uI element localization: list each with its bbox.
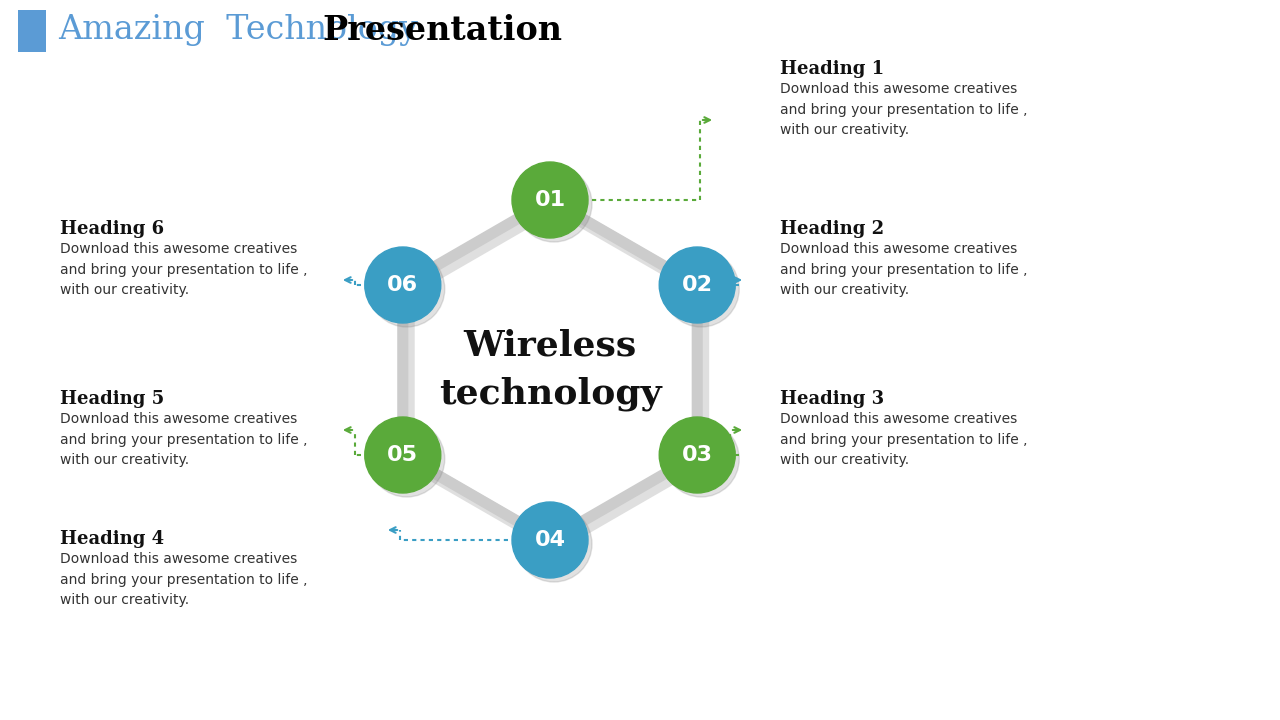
FancyBboxPatch shape bbox=[18, 10, 46, 52]
Text: 03: 03 bbox=[682, 445, 713, 465]
Circle shape bbox=[369, 421, 444, 497]
Text: Heading 3: Heading 3 bbox=[780, 390, 884, 408]
Circle shape bbox=[516, 166, 591, 242]
Text: Download this awesome creatives
and bring your presentation to life ,
with our c: Download this awesome creatives and brin… bbox=[780, 242, 1028, 297]
Text: Download this awesome creatives
and bring your presentation to life ,
with our c: Download this awesome creatives and brin… bbox=[60, 412, 307, 467]
Text: Download this awesome creatives
and bring your presentation to life ,
with our c: Download this awesome creatives and brin… bbox=[60, 552, 307, 607]
Text: Amazing  Technology: Amazing Technology bbox=[58, 14, 429, 46]
Text: Heading 2: Heading 2 bbox=[780, 220, 884, 238]
Text: 06: 06 bbox=[388, 275, 419, 295]
Circle shape bbox=[516, 506, 591, 582]
Circle shape bbox=[512, 162, 588, 238]
Text: Heading 6: Heading 6 bbox=[60, 220, 164, 238]
Circle shape bbox=[512, 502, 588, 578]
Text: 02: 02 bbox=[682, 275, 713, 295]
Text: Download this awesome creatives
and bring your presentation to life ,
with our c: Download this awesome creatives and brin… bbox=[60, 242, 307, 297]
Circle shape bbox=[369, 251, 444, 327]
Text: Presentation: Presentation bbox=[323, 14, 562, 47]
Text: Heading 5: Heading 5 bbox=[60, 390, 164, 408]
Text: 01: 01 bbox=[535, 190, 566, 210]
Circle shape bbox=[663, 421, 740, 497]
Circle shape bbox=[663, 251, 740, 327]
Circle shape bbox=[659, 417, 735, 493]
Circle shape bbox=[659, 247, 735, 323]
Text: Wireless
technology: Wireless technology bbox=[439, 329, 662, 411]
Text: Download this awesome creatives
and bring your presentation to life ,
with our c: Download this awesome creatives and brin… bbox=[780, 82, 1028, 138]
Circle shape bbox=[365, 247, 440, 323]
Circle shape bbox=[365, 417, 440, 493]
Text: Heading 1: Heading 1 bbox=[780, 60, 884, 78]
Text: 04: 04 bbox=[535, 530, 566, 550]
Text: 05: 05 bbox=[388, 445, 419, 465]
Text: Heading 4: Heading 4 bbox=[60, 530, 164, 548]
Text: Download this awesome creatives
and bring your presentation to life ,
with our c: Download this awesome creatives and brin… bbox=[780, 412, 1028, 467]
